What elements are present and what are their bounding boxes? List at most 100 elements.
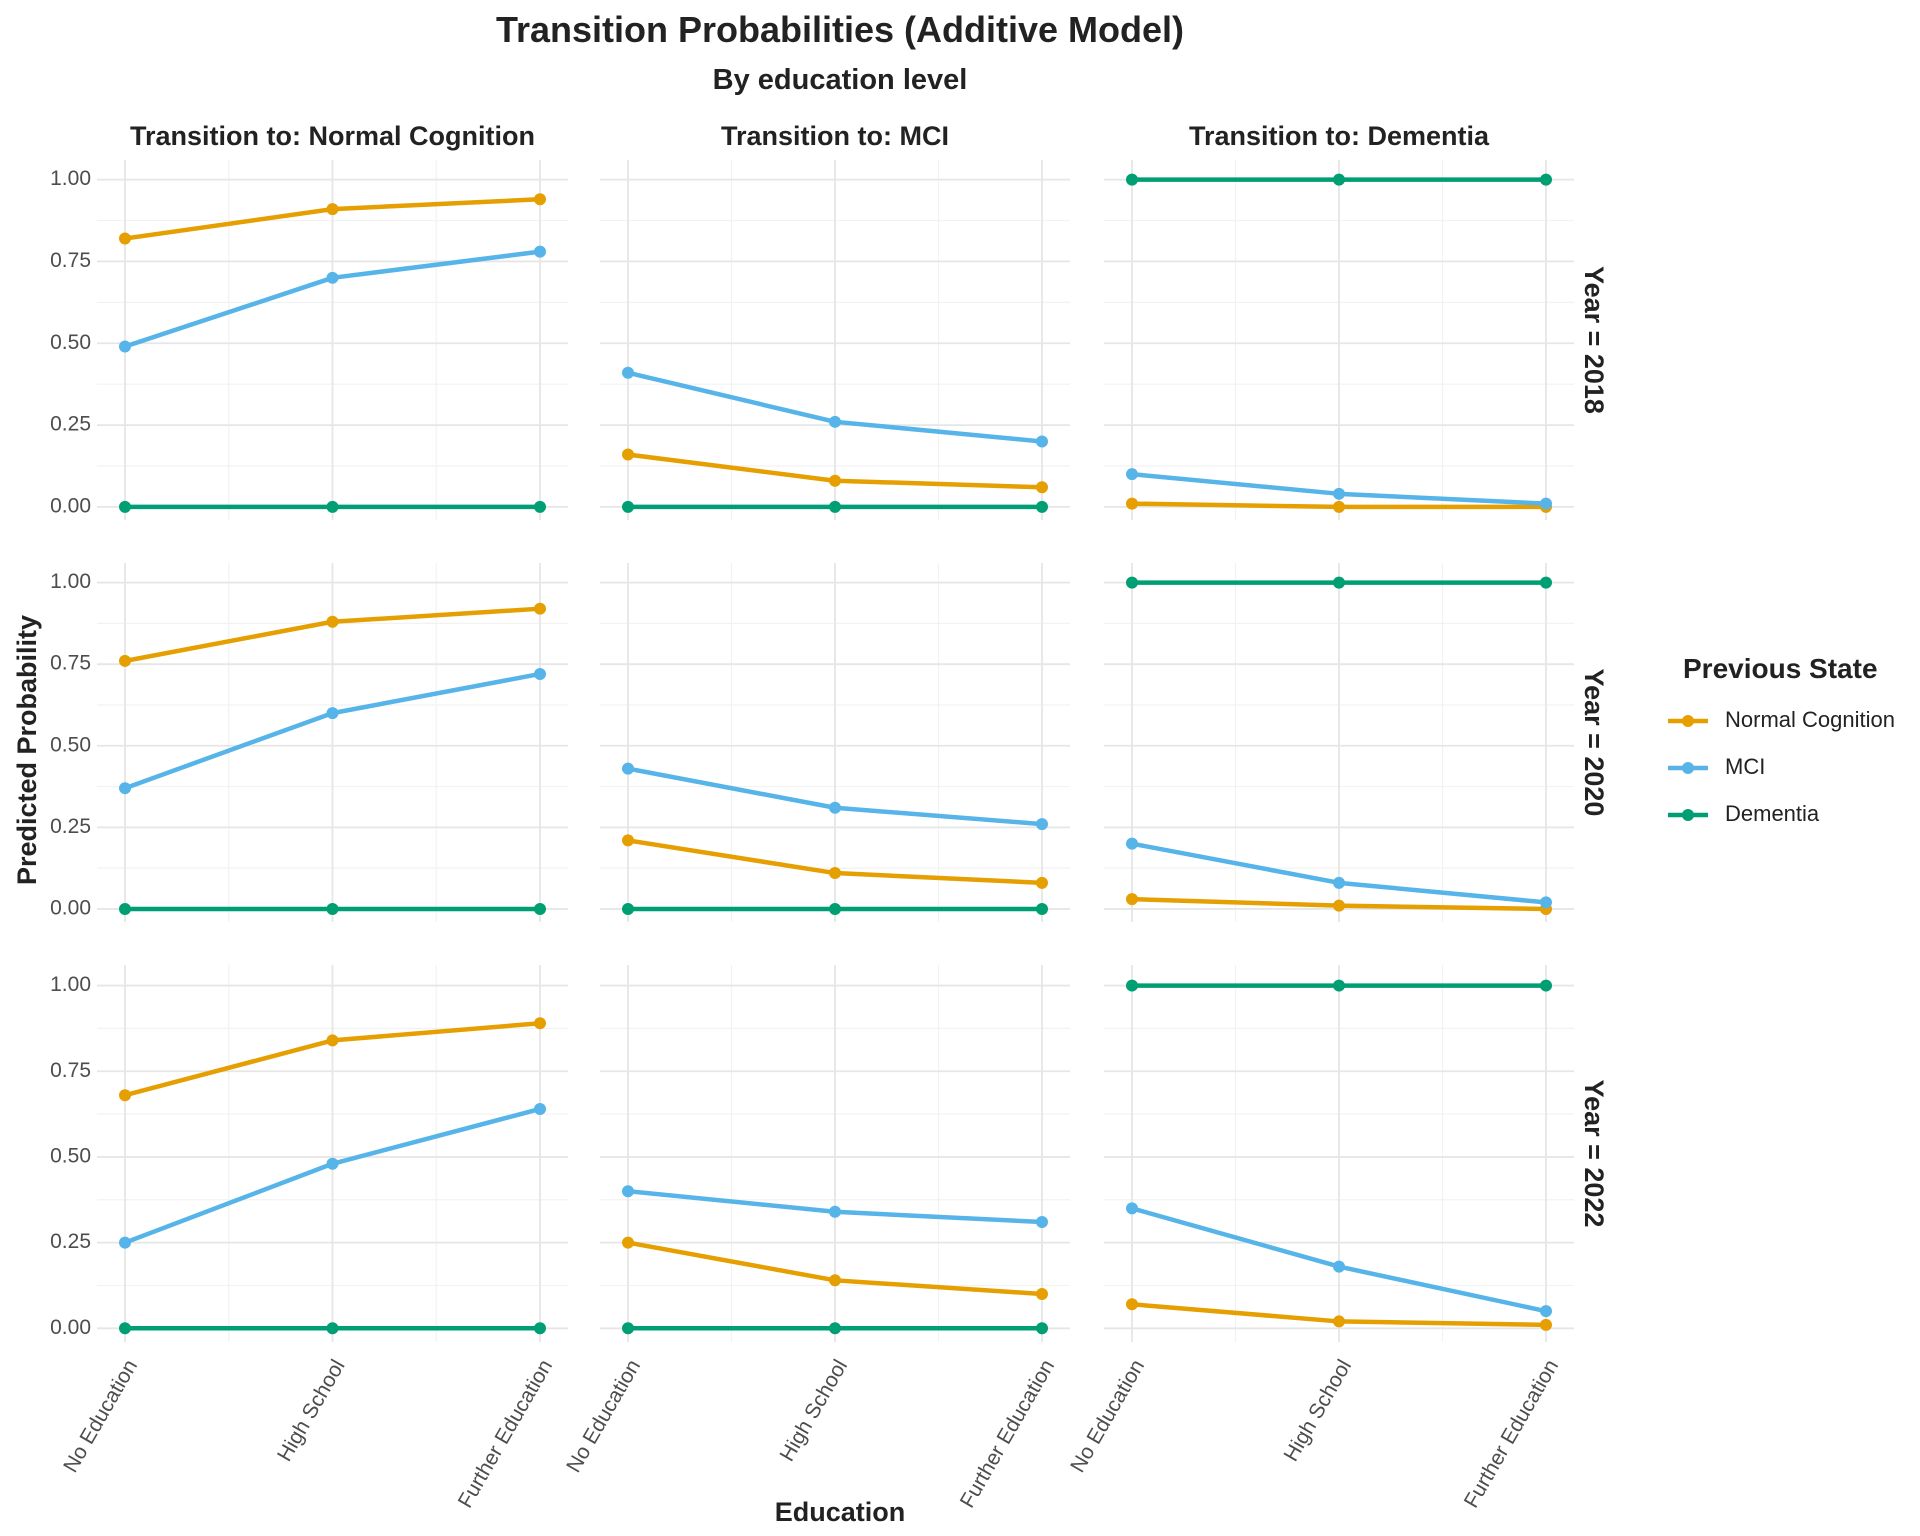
x-tick-label: High School <box>1280 1356 1357 1466</box>
data-point-dementia <box>119 902 131 915</box>
data-point-mci <box>829 1205 841 1218</box>
data-point-normal-cognition <box>829 867 841 880</box>
legend-label: Dementia <box>1725 801 1820 826</box>
data-point-dementia <box>326 1322 339 1335</box>
data-point-dementia <box>1540 576 1552 589</box>
data-point-normal-cognition <box>1333 1315 1345 1328</box>
data-point-normal-cognition <box>1540 1318 1552 1331</box>
data-point-normal-cognition <box>1036 1288 1048 1301</box>
y-tick-label: 0.25 <box>50 815 91 838</box>
data-point-dementia <box>829 1322 841 1335</box>
data-point-mci <box>1333 487 1345 500</box>
row-strip-year-2020: Year = 2020 <box>1579 669 1609 817</box>
data-point-mci <box>1036 818 1048 831</box>
y-tick-label: 0.50 <box>50 331 91 354</box>
chart-title: Transition Probabilities (Additive Model… <box>496 9 1184 50</box>
panel-r2-c3 <box>1104 563 1574 922</box>
data-point-dementia <box>622 500 634 513</box>
legend-title: Previous State <box>1683 653 1878 684</box>
data-point-mci <box>326 271 339 284</box>
data-point-mci <box>1036 1216 1048 1229</box>
data-point-dementia <box>534 902 546 915</box>
data-point-normal-cognition <box>622 448 634 461</box>
data-point-dementia <box>1126 576 1138 589</box>
series-normal-cognition <box>1126 1298 1552 1331</box>
column-strip-transition-to-mci: Transition to: MCI <box>721 121 949 151</box>
data-point-dementia <box>1540 173 1552 186</box>
series-normal-cognition <box>119 193 546 245</box>
data-point-mci <box>534 245 546 258</box>
x-tick-label: No Education <box>562 1356 645 1477</box>
series-mci <box>1126 468 1552 510</box>
panel-r3-c2: No Education High School Further Education <box>562 965 1070 1512</box>
data-point-normal-cognition <box>119 1089 131 1102</box>
data-point-mci <box>829 801 841 814</box>
legend-key-point <box>1682 762 1694 774</box>
facet-panels: Year = 2018 0.00 0.25 0.50 0.75 1.00 Transitio… <box>50 121 1609 1512</box>
series-dementia <box>1126 173 1552 186</box>
y-tick-label: 1.00 <box>50 973 91 996</box>
data-point-normal-cognition <box>326 615 339 628</box>
y-tick-label: 0.75 <box>50 249 91 272</box>
data-point-mci <box>1540 896 1552 909</box>
series-dementia <box>622 1322 1048 1335</box>
data-point-dementia <box>1333 173 1345 186</box>
y-tick-label: 0.75 <box>50 1059 91 1082</box>
series-mci <box>622 1185 1048 1229</box>
data-point-normal-cognition <box>829 474 841 487</box>
data-point-mci <box>1036 435 1048 448</box>
series-normal-cognition <box>119 602 546 667</box>
column-strip-transition-to-normal-cognition: Transition to: Normal Cognition <box>130 121 535 151</box>
x-tick-label: Further Education <box>454 1356 557 1512</box>
data-point-dementia <box>1036 902 1048 915</box>
data-point-dementia <box>1036 1322 1048 1335</box>
data-point-mci <box>1333 876 1345 889</box>
data-point-mci <box>326 1157 339 1170</box>
series-mci <box>1126 837 1552 909</box>
data-point-mci <box>829 415 841 428</box>
data-point-dementia <box>1036 500 1048 513</box>
row-strip-year-2022: Year = 2022 <box>1579 1080 1609 1228</box>
x-tick-label: High School <box>273 1356 350 1466</box>
data-point-dementia <box>622 902 634 915</box>
data-point-normal-cognition <box>534 193 546 206</box>
series-mci <box>119 1102 546 1249</box>
data-point-dementia <box>119 1322 131 1335</box>
series-mci <box>622 762 1048 831</box>
data-point-mci <box>622 1185 634 1198</box>
data-point-normal-cognition <box>326 203 339 216</box>
data-point-mci <box>119 340 131 353</box>
data-point-dementia <box>1333 979 1345 992</box>
data-point-normal-cognition <box>534 1017 546 1030</box>
data-point-mci <box>119 782 131 795</box>
legend-label: MCI <box>1725 754 1765 779</box>
legend-label: Normal Cognition <box>1725 707 1895 732</box>
x-axis-title: Education <box>775 1497 906 1527</box>
data-point-normal-cognition <box>534 602 546 615</box>
row-strip-year-2018: Year = 2018 <box>1579 266 1609 414</box>
legend: Previous State Normal Cognition MCI Dement… <box>1668 653 1895 826</box>
data-point-mci <box>1540 497 1552 510</box>
panel-r3-c3: No Education High School Further Education <box>1066 965 1574 1512</box>
y-tick-label: 0.00 <box>50 1316 91 1339</box>
data-point-normal-cognition <box>119 654 131 667</box>
legend-item-mci: MCI <box>1668 754 1765 779</box>
data-point-dementia <box>326 500 339 513</box>
data-point-dementia <box>534 1322 546 1335</box>
column-strip-transition-to-dementia: Transition to: Dementia <box>1189 121 1490 151</box>
series-mci <box>119 667 546 795</box>
series-dementia <box>1126 979 1552 992</box>
y-tick-label: 0.00 <box>50 494 91 517</box>
data-point-dementia <box>1126 173 1138 186</box>
data-point-dementia <box>1333 576 1345 589</box>
data-point-mci <box>1333 1260 1345 1273</box>
data-point-dementia <box>829 500 841 513</box>
panel-r2-c2 <box>600 563 1070 922</box>
series-normal-cognition <box>622 1236 1048 1301</box>
panel-r1-c3: Transition to: Dementia <box>1104 121 1574 520</box>
series-normal-cognition <box>119 1017 546 1102</box>
series-dementia <box>622 500 1048 513</box>
data-point-mci <box>622 762 634 775</box>
y-tick-label: 0.50 <box>50 1144 91 1167</box>
